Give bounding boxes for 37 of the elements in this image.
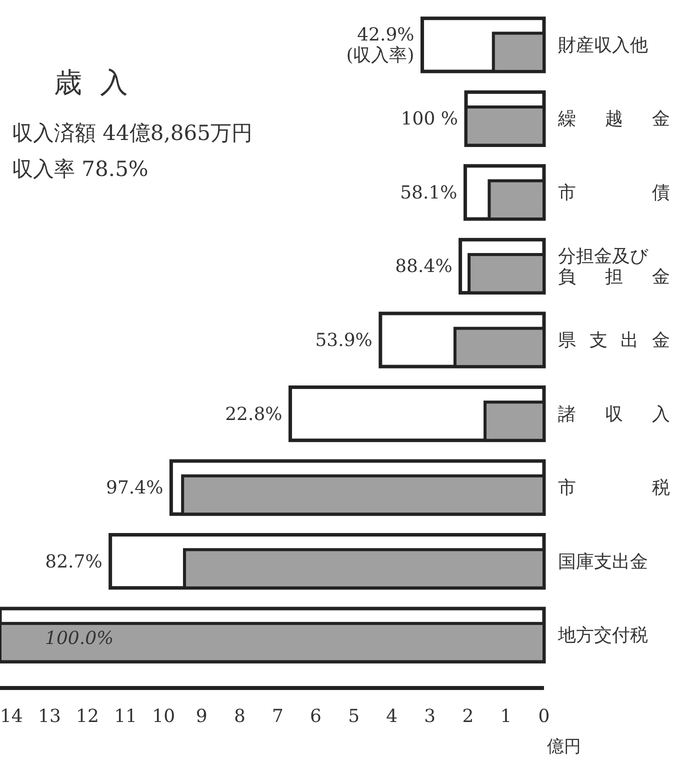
annotation: 収入率 78.5%	[12, 157, 148, 181]
annotation: 53.9%	[315, 330, 372, 351]
annotation: 22.8%	[225, 404, 282, 425]
x-tick-label: 13	[38, 706, 61, 727]
x-tick-label: 11	[114, 706, 137, 727]
y-tick-label: 分担金及び負担金	[558, 246, 670, 288]
y-tick-label: 県支出金	[558, 330, 670, 351]
x-tick-label: 1	[500, 706, 512, 727]
y-tick-label: 地方交付税	[557, 625, 648, 646]
x-axis-title: 億円	[547, 737, 581, 757]
annotation: 収入済額 44億8,865万円	[12, 121, 253, 145]
x-tick-label: 7	[272, 706, 284, 727]
annotation: 100 %	[400, 108, 458, 130]
x-tick-label: 6	[310, 706, 322, 727]
annotation: 88.4%	[395, 256, 452, 278]
annotation: 97.4%	[106, 478, 164, 499]
y-tick-label: 財産収入他	[558, 34, 648, 56]
x-tick-label: 14	[0, 706, 23, 727]
annotation: 42.9% (収入率)	[346, 24, 414, 66]
text: 歳入	[54, 66, 146, 99]
annotation: 100.0%	[45, 628, 114, 650]
annotation: 82.7%	[45, 551, 102, 572]
x-tick-label: 5	[348, 706, 360, 727]
x-tick-label: 4	[386, 706, 398, 727]
x-tick-label: 12	[76, 706, 99, 727]
y-tick-label: 国庫支出金	[558, 551, 648, 572]
y-tick-label: 市債	[558, 182, 670, 204]
y-tick-label: 繰越金	[557, 108, 670, 130]
x-tick-label: 2	[462, 706, 474, 727]
y-tick-label: 市税	[558, 478, 670, 499]
annotation: 58.1%	[400, 182, 458, 204]
x-tick-label: 9	[196, 706, 208, 727]
x-tick-label: 0	[538, 706, 550, 727]
x-tick-label: 8	[234, 706, 246, 727]
y-tick-label: 諸収入	[558, 404, 670, 425]
x-tick-label: 10	[152, 706, 176, 727]
x-tick-label: 3	[424, 706, 436, 727]
